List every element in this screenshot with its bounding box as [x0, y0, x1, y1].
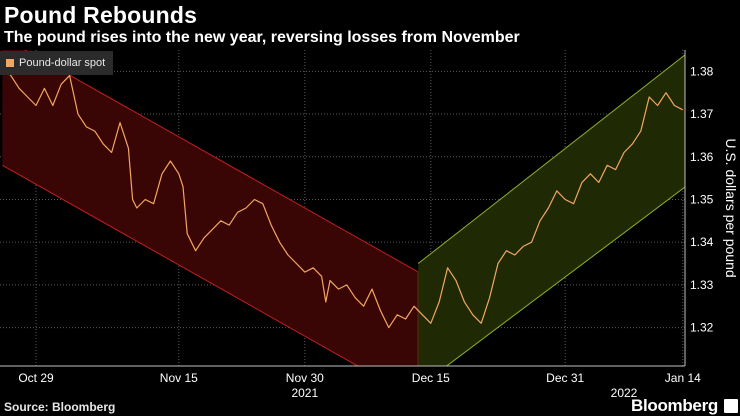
y-tick-label: 1.37: [690, 107, 714, 121]
y-tick-label: 1.38: [690, 64, 714, 78]
x-tick-label: Dec 31: [546, 371, 584, 385]
source-note: Source: Bloomberg: [4, 400, 116, 414]
y-tick-label: 1.32: [690, 321, 714, 335]
axis-layer: 1.32 1.33 1.34 1.35 1.36 1.37 1.38 Oct 29 Nov 15…: [0, 50, 739, 400]
brand-logo-text: Bloomberg: [630, 396, 718, 415]
y-tick-label: 1.35: [690, 192, 714, 206]
y-tick-label: 1.36: [690, 150, 714, 164]
y-tick-label: 1.34: [690, 235, 714, 249]
x-tick-label: Nov 15: [160, 371, 198, 385]
downtrend-channel-fill: [2, 50, 419, 366]
downtrend-channel-lower-line: [2, 164, 359, 366]
x-tick-label: Jan 14: [665, 371, 701, 385]
line-layer: [1, 66, 684, 329]
uptrend-channel-fill: [418, 54, 685, 366]
legend: Pound-dollar spot: [0, 51, 114, 75]
series-line-pound-dollar: [1, 66, 684, 329]
uptrend-channel-lower-line: [445, 186, 685, 366]
y-axis-title: U.S. dollars per pound: [723, 138, 739, 277]
x-tick-label: Oct 29: [18, 371, 54, 385]
downtrend-channel-upper-line: [24, 50, 419, 273]
legend-label: Pound-dollar spot: [19, 57, 106, 69]
chart-title: Pound Rebounds: [4, 2, 198, 28]
year-label: 2022: [611, 386, 638, 400]
x-tick-label: Dec 15: [412, 371, 450, 385]
brand-square-icon: [724, 399, 738, 413]
uptrend-channel-upper-line: [417, 54, 685, 264]
y-tick-label: 1.33: [690, 278, 714, 292]
chart-subtitle: The pound rises into the new year, rever…: [4, 29, 520, 46]
year-label: 2021: [291, 386, 318, 400]
legend-swatch: [6, 59, 14, 67]
x-tick-label: Nov 30: [286, 371, 324, 385]
channel-layer: [2, 50, 685, 366]
